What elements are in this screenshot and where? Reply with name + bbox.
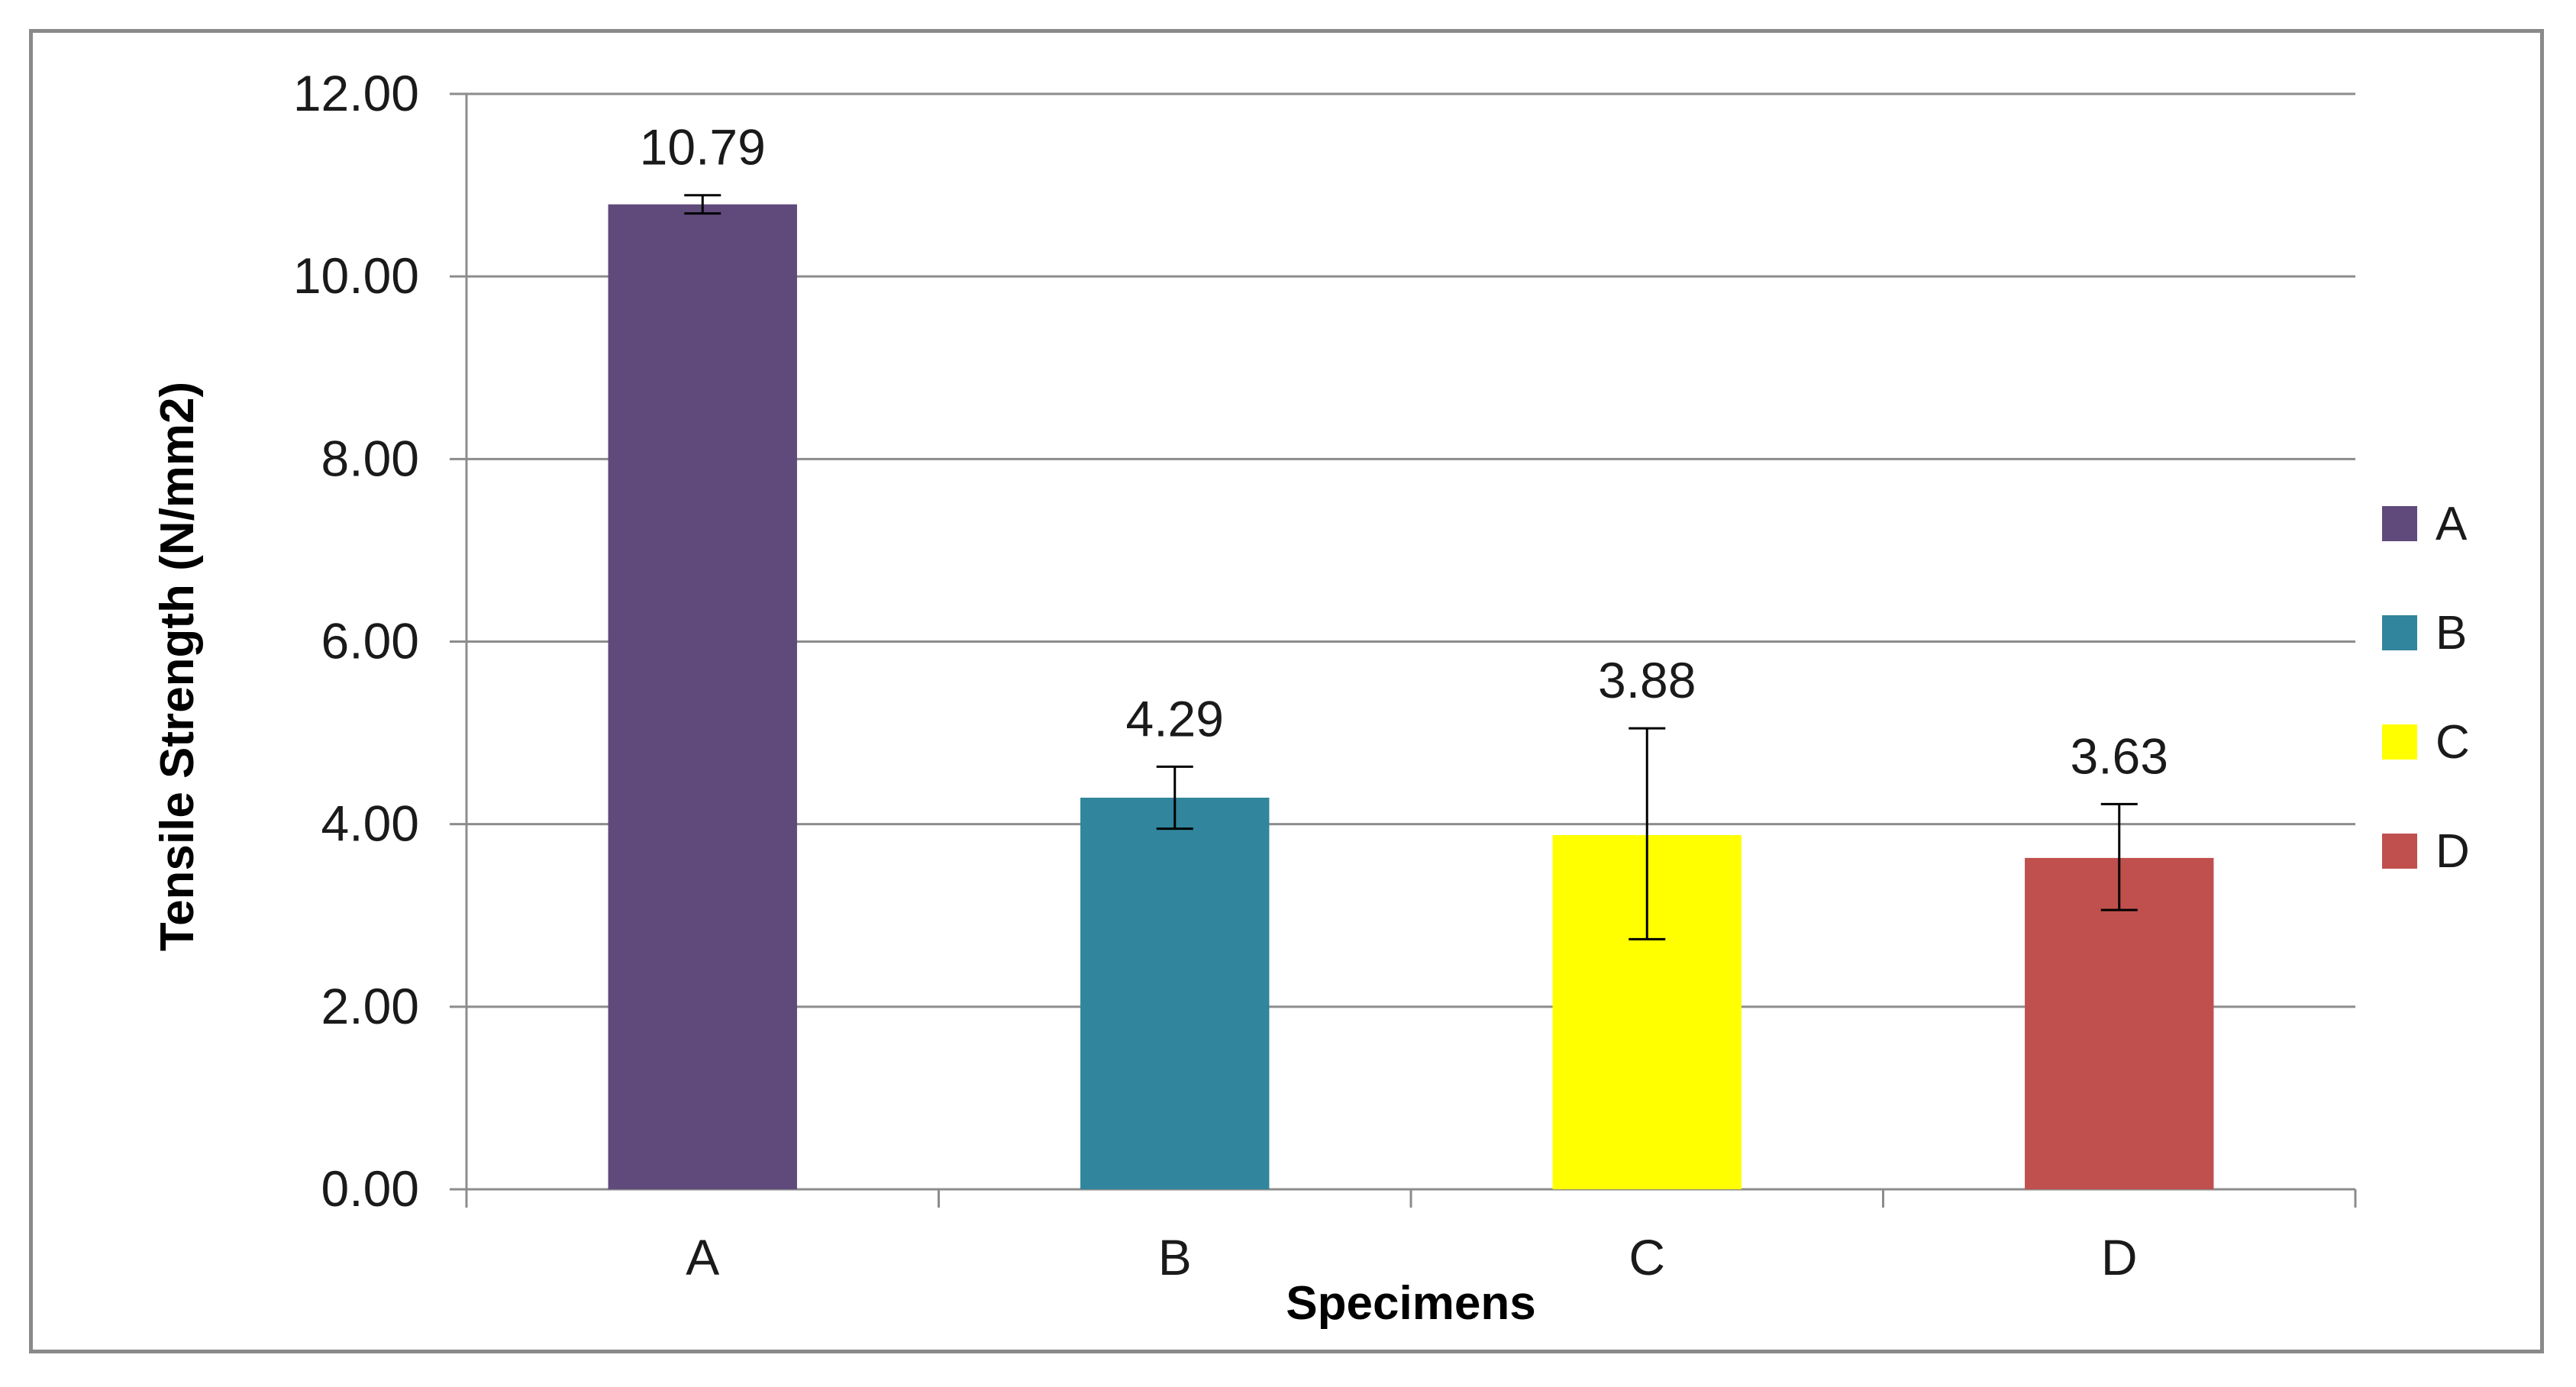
x-tick-label-c: C: [1629, 1229, 1665, 1285]
chart-frame: 10.79 4.29 3.88 3.63 0.00 2.00 4.00 6.00 8.00 10…: [29, 29, 2544, 1353]
y-tick-label: 12.00: [293, 65, 419, 121]
bar-a: [608, 204, 797, 1190]
bar-d: [2025, 857, 2214, 1189]
legend-swatch-a: [2382, 506, 2417, 541]
legend-swatch-b: [2382, 615, 2417, 650]
legend-label-c: C: [2436, 716, 2470, 769]
bar-b: [1080, 797, 1270, 1189]
tick-labels: 0.00 2.00 4.00 6.00 8.00 10.00 12.00 A B C D: [293, 65, 2138, 1285]
data-label-b: 4.29: [1126, 690, 1224, 747]
legend-label-a: A: [2436, 498, 2468, 550]
x-tick-label-a: A: [686, 1229, 719, 1285]
error-bars: [684, 194, 2138, 940]
bar-chart: 10.79 4.29 3.88 3.63 0.00 2.00 4.00 6.00 8.00 10…: [151, 65, 2470, 1330]
legend-swatch-d: [2382, 834, 2417, 869]
legend: A B C D: [2382, 498, 2470, 878]
legend-swatch-c: [2382, 724, 2417, 760]
x-tick-label-b: B: [1158, 1229, 1192, 1285]
y-axis-title: Tensile Strength (N/mm2): [151, 382, 204, 951]
y-tick-label: 2.00: [321, 978, 419, 1034]
data-label-a: 10.79: [640, 119, 766, 176]
data-label-d: 3.63: [2071, 727, 2168, 784]
y-tick-label: 0.00: [321, 1160, 419, 1217]
legend-label-d: D: [2436, 825, 2470, 878]
y-tick-label: 8.00: [321, 430, 419, 486]
y-tick-label: 4.00: [321, 795, 419, 852]
bars: [608, 204, 2214, 1190]
y-tick-label: 6.00: [321, 613, 419, 669]
y-tick-label: 10.00: [293, 247, 419, 304]
legend-label-b: B: [2436, 607, 2467, 660]
data-label-c: 3.88: [1598, 652, 1696, 708]
x-axis-title: Specimens: [1286, 1277, 1535, 1330]
x-tick-label-d: D: [2101, 1229, 2138, 1285]
data-labels: 10.79 4.29 3.88 3.63: [640, 119, 2168, 785]
